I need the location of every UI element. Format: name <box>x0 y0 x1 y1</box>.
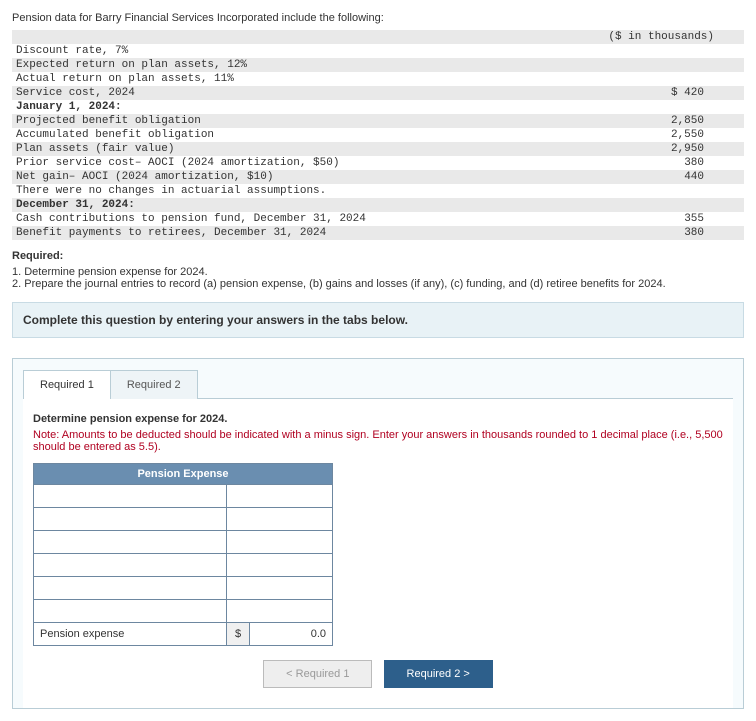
pe-total-label: Pension expense <box>34 623 227 646</box>
data-row-value: 2,850 <box>539 114 744 128</box>
requirement-2: 2. Prepare the journal entries to record… <box>12 278 744 290</box>
answer-box: Required 1 Required 2 Determine pension … <box>12 358 744 709</box>
data-row-value <box>539 100 744 114</box>
pe-row-amount[interactable] <box>227 554 333 577</box>
question-text: Determine pension expense for 2024. <box>33 413 723 425</box>
note-text: Note: Amounts to be deducted should be i… <box>33 429 723 453</box>
data-row-label: Service cost, 2024 <box>12 86 539 100</box>
pe-row-label[interactable] <box>34 577 227 600</box>
next-button[interactable]: Required 2 > <box>384 660 493 688</box>
intro-text: Pension data for Barry Financial Service… <box>12 12 744 24</box>
pe-row-amount[interactable] <box>227 485 333 508</box>
prev-button: < Required 1 <box>263 660 372 688</box>
data-row-label: Accumulated benefit obligation <box>12 128 539 142</box>
data-row-label: Projected benefit obligation <box>12 114 539 128</box>
pe-row-amount[interactable] <box>227 531 333 554</box>
data-row-value: 355 <box>539 212 744 226</box>
pension-data-table: ($ in thousands) Discount rate, 7%Expect… <box>12 30 744 240</box>
data-row-value <box>539 198 744 212</box>
pe-row-label[interactable] <box>34 508 227 531</box>
pe-row-amount[interactable] <box>227 600 333 623</box>
data-row-value: 440 <box>539 170 744 184</box>
data-row-value: 2,950 <box>539 142 744 156</box>
data-row-value: 380 <box>539 226 744 240</box>
data-row-label: Actual return on plan assets, 11% <box>12 72 539 86</box>
data-row-label: Prior service cost– AOCI (2024 amortizat… <box>12 156 539 170</box>
pe-total-amount: 0.0 <box>250 623 333 646</box>
required-heading: Required: <box>12 250 744 262</box>
data-row-label: Cash contributions to pension fund, Dece… <box>12 212 539 226</box>
pe-dollar-sign: $ <box>227 623 250 646</box>
data-row-label: Net gain– AOCI (2024 amortization, $10) <box>12 170 539 184</box>
data-row-label: December 31, 2024: <box>12 198 539 212</box>
pe-row-label[interactable] <box>34 600 227 623</box>
data-row-label: Discount rate, 7% <box>12 44 539 58</box>
tab-required-2[interactable]: Required 2 <box>110 370 198 399</box>
pe-header: Pension Expense <box>34 464 333 485</box>
data-row-value: 2,550 <box>539 128 744 142</box>
data-row-label: Benefit payments to retirees, December 3… <box>12 226 539 240</box>
data-row-value <box>539 184 744 198</box>
pension-expense-table: Pension Expense Pension expense $ 0.0 <box>33 463 333 646</box>
data-row-value: 380 <box>539 156 744 170</box>
data-row-value <box>539 58 744 72</box>
pe-row-amount[interactable] <box>227 577 333 600</box>
data-row-label: There were no changes in actuarial assum… <box>12 184 539 198</box>
data-row-value <box>539 44 744 58</box>
requirement-1: 1. Determine pension expense for 2024. <box>12 266 744 278</box>
data-row-label: January 1, 2024: <box>12 100 539 114</box>
pe-row-label[interactable] <box>34 485 227 508</box>
units-header: ($ in thousands) <box>539 30 744 44</box>
data-row-value: $ 420 <box>539 86 744 100</box>
instruction-bar: Complete this question by entering your … <box>12 302 744 338</box>
data-row-label: Expected return on plan assets, 12% <box>12 58 539 72</box>
pe-row-label[interactable] <box>34 554 227 577</box>
pe-row-amount[interactable] <box>227 508 333 531</box>
data-row-label: Plan assets (fair value) <box>12 142 539 156</box>
data-row-value <box>539 72 744 86</box>
tab-required-1[interactable]: Required 1 <box>23 370 111 399</box>
pe-row-label[interactable] <box>34 531 227 554</box>
